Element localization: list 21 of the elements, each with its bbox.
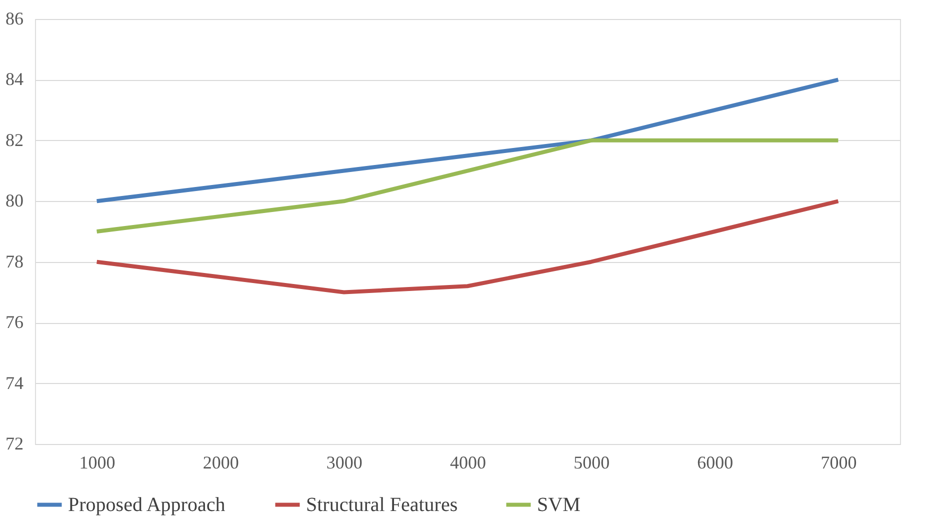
x-tick-label: 1000 bbox=[79, 452, 116, 472]
y-tick-label: 76 bbox=[6, 312, 24, 332]
y-tick-label: 78 bbox=[6, 251, 24, 272]
line-series bbox=[94, 138, 840, 234]
line-series bbox=[94, 78, 840, 204]
y-tick-label: 74 bbox=[6, 372, 24, 393]
y-tick-label: 84 bbox=[6, 69, 24, 90]
y-tick-label: 86 bbox=[6, 8, 24, 28]
x-tick-label: 2000 bbox=[202, 452, 239, 472]
x-tick-label: 5000 bbox=[574, 452, 610, 472]
x-tick-label: 7000 bbox=[820, 452, 857, 472]
x-tick-label: 3000 bbox=[326, 452, 362, 472]
line-series bbox=[94, 199, 840, 294]
y-tick-label: 82 bbox=[6, 130, 24, 150]
x-tick-label: 4000 bbox=[450, 452, 486, 472]
legend-label: SVM bbox=[537, 494, 581, 516]
y-tick-label: 80 bbox=[6, 190, 24, 211]
legend-label: Structural Features bbox=[306, 494, 458, 516]
x-tick-label: 6000 bbox=[697, 452, 734, 472]
y-tick-label: 72 bbox=[6, 434, 24, 454]
legend-label: Proposed Approach bbox=[68, 494, 226, 516]
